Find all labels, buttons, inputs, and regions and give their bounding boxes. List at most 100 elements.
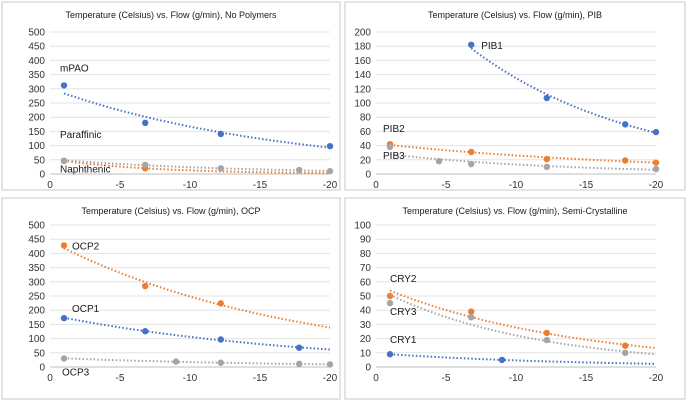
x-tick-label: -10 bbox=[509, 373, 524, 384]
x-tick-label: -5 bbox=[442, 373, 451, 384]
data-point bbox=[60, 157, 68, 164]
data-point bbox=[326, 142, 334, 150]
trendline bbox=[389, 294, 657, 356]
trendline bbox=[63, 92, 331, 149]
data-point bbox=[217, 336, 224, 343]
y-tick-label: 350 bbox=[28, 70, 45, 81]
y-tick-label: 500 bbox=[28, 28, 45, 39]
data-point bbox=[296, 360, 303, 368]
y-tick-label: 450 bbox=[28, 42, 45, 53]
trendline bbox=[389, 289, 657, 349]
data-point bbox=[296, 166, 303, 174]
data-point bbox=[326, 167, 334, 175]
trendline bbox=[63, 247, 331, 329]
chart-title: Temperature (Celsius) vs. Flow (g/min), … bbox=[402, 206, 627, 216]
trendline bbox=[470, 47, 657, 134]
series-annotation: Paraffinic bbox=[60, 130, 102, 141]
data-point bbox=[543, 163, 550, 171]
y-tick-label: 40 bbox=[360, 306, 372, 317]
x-tick-label: -15 bbox=[579, 373, 594, 384]
data-point bbox=[652, 165, 660, 173]
x-tick-label: -5 bbox=[442, 180, 451, 191]
data-point bbox=[142, 328, 149, 335]
y-tick-label: 70 bbox=[360, 263, 372, 274]
series-mPAO: mPAO bbox=[60, 63, 334, 150]
chart-frame bbox=[344, 1, 686, 191]
data-point bbox=[386, 351, 394, 358]
series-annotation: mPAO bbox=[60, 63, 89, 74]
series-annotation: CRY3 bbox=[390, 307, 417, 318]
y-tick-label: 150 bbox=[28, 127, 45, 138]
y-tick-label: 100 bbox=[28, 141, 45, 152]
y-tick-label: 300 bbox=[28, 277, 45, 288]
trendline bbox=[63, 159, 331, 172]
data-point bbox=[652, 159, 660, 166]
series-annotation: CRY1 bbox=[390, 335, 417, 346]
data-point bbox=[60, 314, 68, 322]
series-CRY3: CRY3 bbox=[386, 294, 657, 356]
chart-title: Temperature (Celsius) vs. Flow (g/min), … bbox=[65, 10, 277, 20]
data-point bbox=[60, 355, 68, 362]
y-tick-label: 50 bbox=[34, 155, 46, 166]
x-tick-label: -20 bbox=[649, 180, 664, 191]
data-point bbox=[217, 165, 224, 172]
data-point bbox=[60, 242, 68, 249]
x-tick-label: -15 bbox=[253, 180, 268, 191]
y-tick-label: 200 bbox=[28, 113, 45, 124]
data-point bbox=[142, 119, 149, 127]
x-tick-label: -20 bbox=[649, 373, 664, 384]
y-tick-label: 80 bbox=[360, 113, 372, 124]
y-tick-label: 100 bbox=[28, 334, 45, 345]
data-point bbox=[468, 148, 475, 156]
y-tick-label: 100 bbox=[354, 99, 371, 110]
series-CRY2: CRY2 bbox=[386, 274, 657, 349]
series-Naphthenic: Naphthenic bbox=[60, 157, 334, 176]
series-annotation: OCP2 bbox=[72, 241, 100, 252]
data-point bbox=[622, 157, 629, 164]
data-point bbox=[498, 356, 506, 364]
data-point bbox=[652, 128, 660, 136]
data-point bbox=[142, 161, 149, 169]
y-tick-label: 60 bbox=[360, 127, 372, 138]
chart-frame bbox=[344, 197, 686, 400]
data-point bbox=[386, 143, 394, 151]
y-tick-label: 250 bbox=[28, 99, 45, 110]
chart-panel-1: Temperature (Celsius) vs. Flow (g/min), … bbox=[1, 1, 341, 191]
series-annotation: OCP3 bbox=[62, 367, 90, 378]
y-tick-label: 120 bbox=[354, 84, 371, 95]
trendline bbox=[389, 353, 657, 365]
data-point bbox=[468, 41, 475, 48]
series-OCP2: OCP2 bbox=[60, 241, 331, 329]
series-annotation: Naphthenic bbox=[60, 165, 111, 176]
series-PIB3: PIB3 bbox=[383, 143, 660, 173]
data-point bbox=[543, 94, 550, 102]
series-annotation: PIB3 bbox=[383, 151, 405, 162]
series-OCP1: OCP1 bbox=[60, 304, 331, 351]
data-point bbox=[172, 358, 180, 365]
data-point bbox=[60, 82, 68, 89]
y-tick-label: 400 bbox=[28, 56, 45, 67]
data-point bbox=[543, 329, 550, 337]
y-tick-label: 150 bbox=[28, 320, 45, 331]
series-OCP3: OCP3 bbox=[60, 355, 334, 378]
series-CRY1: CRY1 bbox=[386, 335, 657, 365]
chart-frame bbox=[1, 1, 341, 191]
data-point bbox=[217, 130, 224, 138]
x-tick-label: -20 bbox=[323, 373, 338, 384]
y-tick-label: 30 bbox=[360, 320, 372, 331]
data-point bbox=[543, 336, 550, 344]
chart-title: Temperature (Celsius) vs. Flow (g/min), … bbox=[428, 10, 602, 20]
y-tick-label: 200 bbox=[28, 306, 45, 317]
x-tick-label: -10 bbox=[183, 180, 198, 191]
data-point bbox=[468, 308, 475, 315]
data-point bbox=[543, 155, 550, 163]
y-tick-label: 180 bbox=[354, 42, 371, 53]
series-annotation: PIB1 bbox=[481, 41, 503, 52]
y-tick-label: 450 bbox=[28, 235, 45, 246]
x-tick-label: -5 bbox=[116, 373, 125, 384]
data-point bbox=[326, 361, 334, 368]
y-tick-label: 140 bbox=[354, 70, 371, 81]
y-tick-label: 90 bbox=[360, 235, 372, 246]
